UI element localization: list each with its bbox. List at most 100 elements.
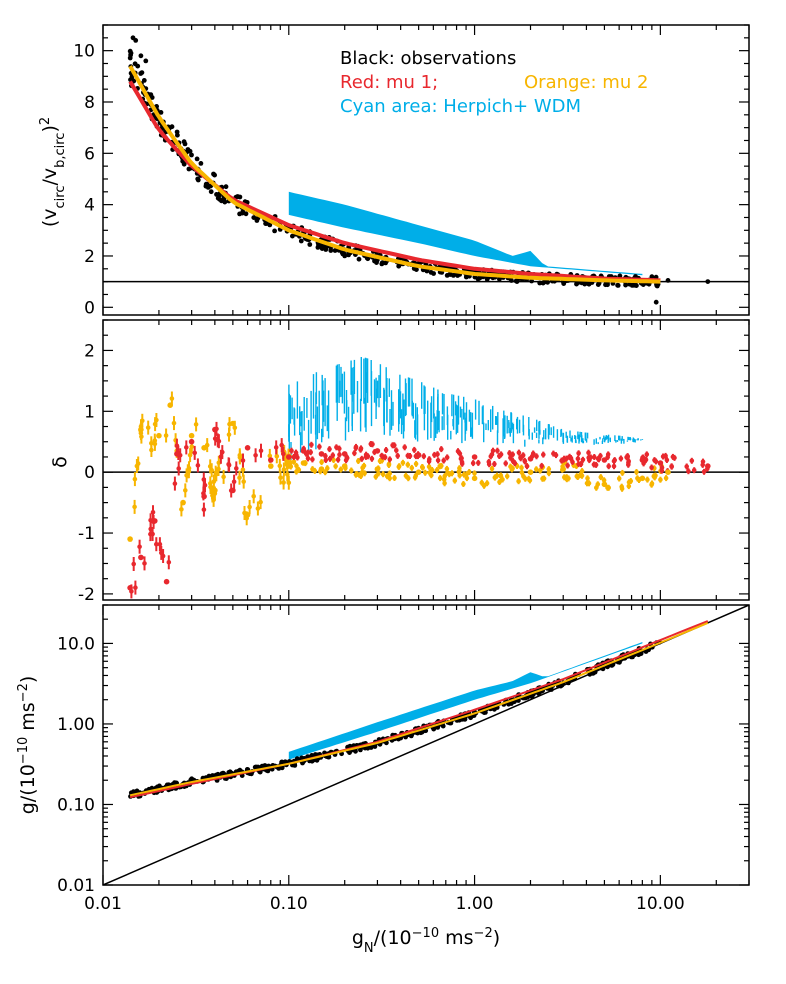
mu1-point bbox=[383, 447, 389, 453]
mu1-point bbox=[137, 544, 142, 549]
mu2-point bbox=[403, 473, 409, 479]
x-axis-label: gN/(10−10 ms−2) bbox=[352, 926, 500, 956]
mu1-point bbox=[606, 463, 611, 469]
mu1-point bbox=[507, 450, 512, 456]
mu2-point bbox=[419, 464, 425, 470]
observation-point bbox=[251, 215, 257, 221]
mu1-point bbox=[279, 442, 285, 448]
mu2-point bbox=[240, 467, 246, 473]
mu2-point bbox=[156, 432, 162, 439]
mu1-point bbox=[508, 455, 513, 461]
bottom-panel-data bbox=[103, 605, 749, 885]
mu1-point bbox=[593, 462, 599, 468]
observation-point bbox=[133, 38, 139, 43]
mu1-point bbox=[382, 454, 388, 460]
middle-panel: -2 -1 0 1 2 δ bbox=[49, 319, 750, 605]
observation-point bbox=[356, 256, 362, 262]
mu1-point bbox=[341, 451, 348, 457]
mu1-point bbox=[595, 456, 601, 462]
mu1-point bbox=[152, 518, 158, 524]
mu1-point bbox=[575, 456, 581, 462]
mu1-point bbox=[358, 446, 364, 451]
mu1-point bbox=[159, 550, 164, 556]
bottom-panel-frame bbox=[102, 604, 750, 886]
mu2-point bbox=[286, 463, 292, 469]
mu2-point bbox=[598, 474, 604, 480]
mu1-point bbox=[524, 463, 530, 469]
mu2-point bbox=[585, 476, 590, 481]
observation-point bbox=[379, 261, 385, 267]
mu2-point bbox=[294, 463, 299, 469]
observation-point bbox=[540, 280, 546, 286]
mu2-point bbox=[212, 487, 218, 494]
observation-point bbox=[513, 278, 519, 284]
mu2-point bbox=[356, 458, 361, 464]
mu1-point bbox=[527, 456, 534, 462]
observation-point bbox=[174, 129, 180, 135]
observation-point bbox=[468, 715, 473, 721]
mu1-point bbox=[639, 457, 646, 463]
mu2-point bbox=[167, 402, 173, 409]
mu2-point bbox=[127, 536, 133, 542]
mu2-point bbox=[278, 475, 283, 480]
mu2-point bbox=[285, 459, 290, 465]
observation-point bbox=[227, 769, 233, 775]
y-tick-label: 2 bbox=[84, 247, 95, 267]
mu1-point bbox=[691, 467, 697, 473]
mu1-point bbox=[365, 454, 371, 459]
mu2-point bbox=[484, 480, 490, 486]
mu1-point bbox=[294, 452, 299, 458]
mu2-point bbox=[341, 463, 348, 469]
mu2-point bbox=[251, 494, 256, 499]
observation-point bbox=[705, 279, 711, 284]
mu2-point bbox=[498, 473, 504, 478]
mu2-point bbox=[634, 469, 639, 475]
mu2-point bbox=[422, 470, 428, 476]
y-tick-label: 0.10 bbox=[57, 795, 95, 815]
mu2-point bbox=[132, 476, 138, 482]
observation-point bbox=[267, 222, 273, 228]
observation-point bbox=[182, 141, 188, 147]
y-tick-label: 1 bbox=[84, 402, 95, 422]
observation-point bbox=[134, 788, 140, 794]
mu1-point bbox=[394, 448, 399, 453]
mu1-point bbox=[218, 454, 224, 460]
mu2-point bbox=[377, 458, 383, 464]
observation-point bbox=[509, 278, 514, 283]
observation-point bbox=[299, 755, 304, 761]
mu1-point bbox=[560, 457, 566, 463]
mu1-point bbox=[586, 455, 591, 461]
y-tick-label: 0 bbox=[84, 298, 95, 318]
mu2-point bbox=[472, 471, 477, 476]
mu2-point bbox=[294, 469, 299, 474]
top-panel-ticks: 0 2 4 6 8 10 bbox=[73, 24, 750, 318]
mu1-point bbox=[305, 456, 311, 461]
observation-point bbox=[365, 745, 371, 751]
mu1-point bbox=[407, 453, 413, 459]
observation-point bbox=[149, 95, 155, 100]
mu1-point bbox=[415, 452, 422, 458]
mu1-point bbox=[497, 453, 502, 459]
observation-point bbox=[206, 773, 212, 779]
mu1-point bbox=[368, 441, 374, 447]
mu1-point bbox=[565, 463, 570, 468]
observation-point bbox=[215, 771, 221, 777]
mu1-point bbox=[253, 453, 258, 458]
observation-point bbox=[211, 171, 216, 177]
mu2-curve bbox=[128, 65, 661, 284]
mu1-point bbox=[154, 541, 159, 547]
mu1-point bbox=[441, 458, 447, 463]
mu1-point bbox=[592, 454, 597, 460]
mu2-point bbox=[601, 478, 607, 483]
observation-point bbox=[627, 281, 632, 287]
mu2-point bbox=[527, 469, 534, 476]
mu2-point bbox=[449, 471, 455, 476]
mu1-point bbox=[576, 461, 581, 467]
mu1-point bbox=[457, 451, 463, 456]
mu1-point bbox=[470, 460, 476, 466]
mu2-point bbox=[392, 475, 397, 481]
mu2-point bbox=[226, 432, 232, 437]
observation-point bbox=[585, 280, 590, 286]
x-tick-label: 10.00 bbox=[636, 894, 685, 914]
mu1-point bbox=[323, 453, 328, 459]
